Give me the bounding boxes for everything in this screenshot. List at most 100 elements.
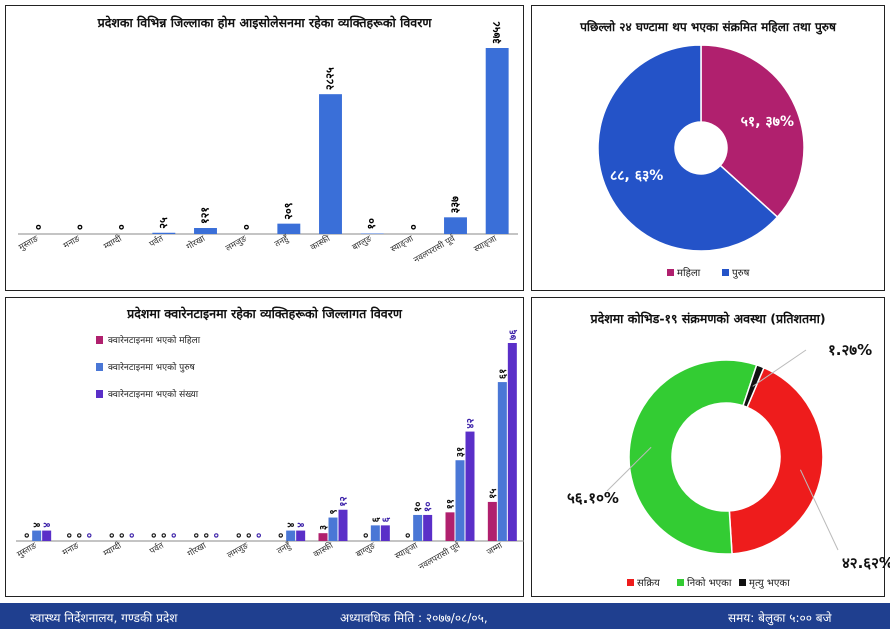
home-isolation-chart-title: प्रदेशका विभिन्न जिल्लाका होम आइसोलेसनमा… (97, 15, 432, 30)
value-label-7: २८२५ (324, 67, 337, 90)
legend-swatch-1 (96, 363, 103, 371)
slice-label-0: ४२.६२% (842, 554, 890, 572)
value-label-7-2: १२ (339, 496, 350, 506)
value-label-10-2: ४२ (466, 418, 477, 428)
value-label-5-2: ० (254, 533, 265, 538)
slice-label-1: ८८, ६३% (610, 168, 663, 184)
gender-slice-1 (597, 44, 779, 252)
footer-organization: स्वास्थ्य निर्देशनालय, गण्डकी प्रदेश (30, 611, 178, 625)
legend-label-1: पुरुष (732, 268, 750, 279)
bar-0-1 (32, 530, 42, 541)
quarantine-grouped-bar-chart: ०४ ४मुस्ताङ० ० ०मनाङ० ० ०म्याग्दी० ० ०पर्वत० ० ०ग… (16, 329, 524, 573)
bar-0-2 (42, 530, 52, 541)
legend-swatch-2 (96, 390, 103, 398)
status-slice-0 (728, 366, 824, 555)
legend-label-1: निको भएका (687, 577, 732, 589)
home-isolation-bar-chart: ० मुस्ताङ ० मनाङ ० म्याग्दी २५ पर्वत १२१ गोरखा ० लम… (17, 21, 518, 266)
slice-label-0: ५१, ३७% (741, 114, 794, 130)
value-label-9: ० (407, 224, 420, 230)
quarantine-chart-title: प्रदेशमा क्वारेनटाइनमा रहेका व्यक्तिहरूक… (127, 306, 402, 321)
value-label-2: ० (115, 224, 128, 230)
category-label-0: मुस्ताङ (16, 541, 40, 560)
category-label-6: तनहुँ (275, 540, 294, 557)
bar-4 (194, 228, 217, 234)
legend-swatch-1 (677, 579, 684, 586)
value-label-2-1: ० (117, 533, 128, 538)
category-label-1: मनाङ (62, 234, 83, 252)
slice-label-2: १.२७% (828, 341, 872, 359)
category-label-4: गोरखा (186, 540, 209, 560)
bar-11-0 (487, 501, 497, 541)
bar-6-2 (296, 530, 306, 541)
value-label-0-1: ४ (32, 522, 43, 527)
legend-swatch-1 (722, 269, 729, 276)
bar-7-2 (338, 509, 348, 541)
value-label-9-1: १० (413, 502, 424, 512)
value-label-4-1: ० (202, 533, 213, 538)
value-label-7-1: ९ (329, 509, 340, 514)
value-label-0-0: ० (22, 533, 33, 538)
category-label-4: गोरखा (185, 233, 208, 253)
category-label-8: बाग्लुङ (354, 541, 377, 560)
category-label-11: स्याङ्जा (473, 234, 500, 255)
bar-11-2 (507, 343, 517, 541)
value-label-6: २०९ (282, 202, 295, 219)
category-label-10: नवलपरासी पूर्व (417, 540, 463, 573)
value-label-10-0: ११ (446, 499, 457, 509)
category-label-11: जम्मा (485, 541, 505, 558)
bar-7 (319, 94, 342, 234)
new-infections-chart-title: पछिल्लो २४ घण्टामा थप भएका संक्रमित महिल… (580, 20, 836, 34)
value-label-2-2: ० (127, 533, 138, 538)
value-label-1-2: ० (85, 533, 96, 538)
category-label-6: तनहुँ (273, 233, 292, 250)
new-infections-gender-panel: पछिल्लो २४ घण्टामा थप भएका संक्रमित महिल… (531, 5, 885, 291)
gender-slice-0 (700, 44, 805, 219)
quarantine-chart-panel: प्रदेशमा क्वारेनटाइनमा रहेका व्यक्तिहरूक… (5, 297, 524, 597)
value-label-0: ० (32, 224, 45, 230)
legend-swatch-0 (627, 579, 634, 586)
bar-7-1 (328, 517, 338, 541)
legend-label-0: महिला (677, 267, 701, 279)
legend-label-2: क्वारेनटाइनमा भएको संख्या (108, 388, 199, 400)
bar-9-2 (423, 514, 433, 541)
value-label-9-0: ० (403, 533, 414, 538)
leader-line-2 (752, 349, 807, 387)
value-label-5-0: ० (234, 533, 245, 538)
value-label-8: १० (365, 218, 378, 230)
value-label-5: ० (240, 224, 253, 230)
category-label-8: बाग्लुङ (351, 234, 374, 253)
value-label-1-1: ० (75, 533, 86, 538)
bar-6-1 (286, 530, 296, 541)
bar-11 (485, 48, 509, 234)
value-label-4: १२१ (199, 207, 212, 224)
bar-9-1 (413, 514, 423, 541)
category-label-9: स्याङ्जा (389, 234, 416, 255)
bar-6 (277, 223, 301, 234)
legend-swatch-0 (96, 336, 103, 344)
bar-10-2 (465, 431, 475, 541)
value-label-3-1: ० (159, 533, 170, 538)
covid-status-donut-chart: ४२.६२% ५६.१०% १.२७% सक्रिय निको भएका मृत्यु भ… (567, 341, 890, 589)
bar-10 (444, 217, 467, 234)
category-label-7: कास्की (312, 540, 336, 560)
value-label-4-0: ० (192, 533, 203, 538)
bar-10-1 (455, 460, 465, 541)
gender-donut-chart: ५१, ३७% ८८, ६३% महिला पुरुष (597, 44, 805, 279)
value-label-0-2: ४ (42, 522, 53, 527)
footer-update-date: अध्यावधिक मिति : २०७७/०८/०५, (340, 611, 488, 625)
legend-label-0: क्वारेनटाइनमा भएको महिला (108, 334, 201, 346)
legend-swatch-0 (667, 269, 674, 276)
bar-8-1 (370, 525, 380, 541)
status-slice-1 (628, 359, 758, 555)
category-label-9: स्याङ्जा (394, 541, 421, 562)
leader-line-0 (799, 469, 839, 551)
category-label-10: नवलपरासी पूर्व (412, 233, 458, 266)
value-label-11-0: १५ (488, 489, 499, 499)
value-label-1: ० (74, 224, 87, 230)
legend-swatch-2 (739, 579, 746, 586)
category-label-2: म्याग्दी (101, 540, 124, 559)
value-label-6-0: ० (276, 533, 287, 538)
value-label-5-1: ० (244, 533, 255, 538)
value-label-11-1: ६१ (498, 369, 509, 379)
value-label-2-0: ० (107, 533, 118, 538)
